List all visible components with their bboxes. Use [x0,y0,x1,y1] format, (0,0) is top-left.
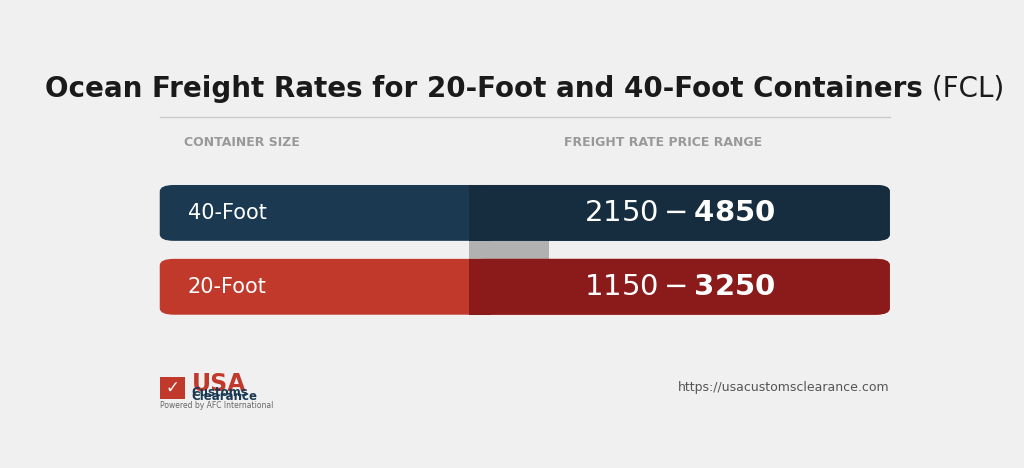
Text: $2150 - $4850: $2150 - $4850 [584,199,775,227]
Text: 40-Foot: 40-Foot [187,203,266,223]
Text: https://usacustomsclearance.com: https://usacustomsclearance.com [678,381,890,394]
Text: $1150 - $3250: $1150 - $3250 [584,273,775,301]
Text: Powered by AFC International: Powered by AFC International [160,401,273,410]
Text: Customs: Customs [191,386,248,399]
FancyBboxPatch shape [160,259,890,314]
Text: Ocean Freight Rates for 20-Foot and 40-Foot Containers: Ocean Freight Rates for 20-Foot and 40-F… [45,74,923,102]
Bar [469,259,490,314]
Text: Clearance: Clearance [191,390,257,403]
FancyBboxPatch shape [469,185,890,241]
FancyBboxPatch shape [160,185,890,241]
Bar [469,241,549,259]
Text: 20-Foot: 20-Foot [187,277,266,297]
Text: (FCL): (FCL) [923,74,1005,102]
Bar [160,377,185,399]
Text: FREIGHT RATE PRICE RANGE: FREIGHT RATE PRICE RANGE [564,136,763,149]
FancyBboxPatch shape [469,259,890,314]
Text: USA: USA [191,373,246,396]
Bar [469,185,490,241]
Text: CONTAINER SIZE: CONTAINER SIZE [183,136,299,149]
Text: ✓: ✓ [166,379,179,397]
